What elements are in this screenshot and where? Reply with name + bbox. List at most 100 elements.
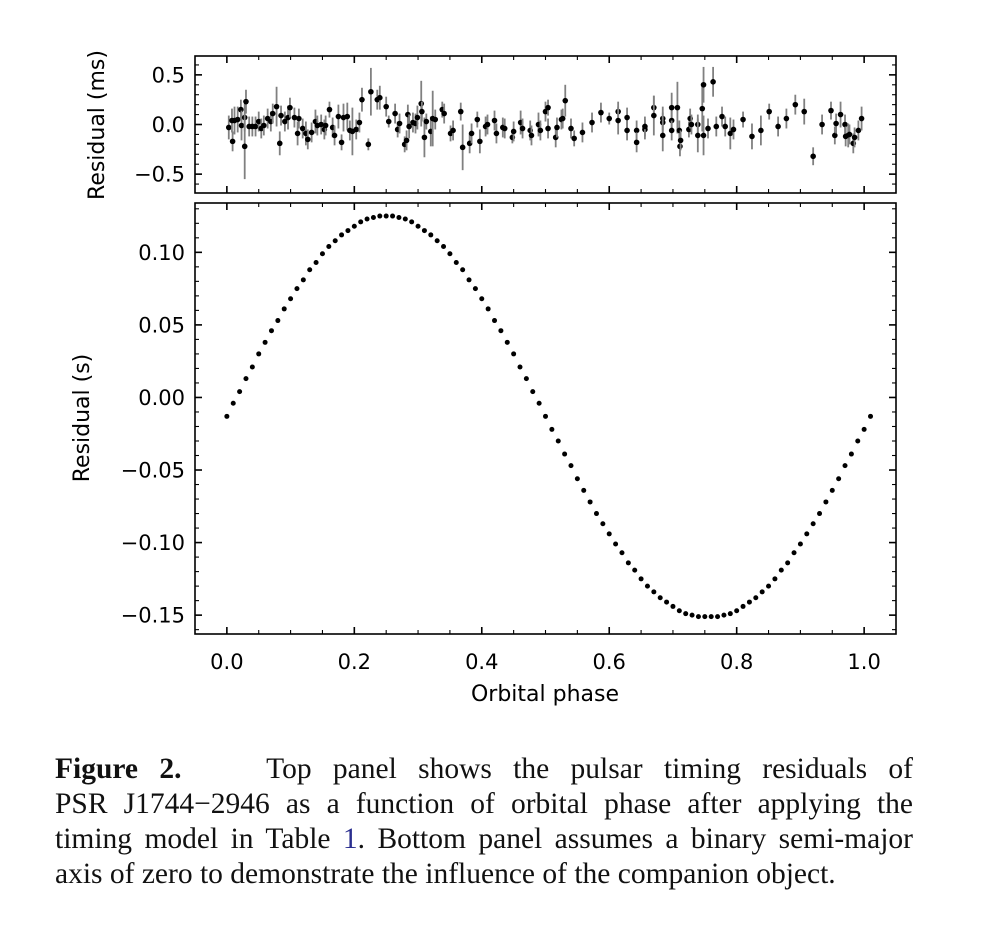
data-point [441, 110, 447, 117]
data-point [775, 123, 781, 130]
y-tick-label: 0.00 [138, 386, 185, 410]
data-point [504, 339, 510, 345]
data-point [237, 389, 243, 395]
data-point [855, 438, 861, 444]
data-point [801, 108, 808, 115]
data-point [549, 426, 555, 432]
data-point [644, 583, 650, 589]
data-point [766, 108, 772, 115]
caption-line-4: axis of zero to demonstrate the influenc… [55, 858, 836, 890]
data-point [727, 130, 734, 137]
data-point [740, 116, 746, 123]
data-point [851, 134, 858, 141]
data-point [460, 267, 466, 273]
data-point [715, 614, 721, 620]
y-tick-label: 0.05 [138, 313, 185, 337]
data-point [568, 125, 574, 132]
data-point [708, 614, 714, 620]
data-point [474, 116, 481, 123]
data-point [296, 115, 302, 122]
x-tick-label: 0.8 [720, 650, 753, 674]
data-point [598, 109, 604, 116]
bottom-panel: 0.10 0.05 0.00 −0.05 −0.10 −0.15 0.0 0.2 0.4 0.6 0… [121, 202, 897, 674]
data-point [377, 213, 383, 219]
data-point [758, 127, 764, 134]
data-point [414, 114, 421, 121]
xlabel: Orbital phase [471, 682, 619, 707]
data-point [498, 328, 504, 334]
data-point [689, 612, 695, 618]
data-point [804, 531, 810, 537]
data-point [477, 138, 483, 145]
data-point [651, 589, 657, 595]
data-point [651, 112, 657, 119]
data-point [589, 119, 595, 126]
data-point [338, 139, 345, 146]
data-point [230, 400, 236, 406]
data-point [817, 511, 823, 517]
data-point [759, 589, 765, 595]
data-point [528, 132, 535, 139]
data-point [453, 259, 459, 265]
data-point [710, 79, 716, 85]
data-point [722, 123, 729, 130]
data-point [287, 104, 293, 111]
data-point [276, 140, 283, 147]
data-point [536, 400, 542, 406]
data-point [766, 583, 772, 589]
data-point [677, 137, 684, 144]
data-point [356, 119, 363, 126]
data-point [421, 134, 428, 141]
data-point [243, 98, 249, 105]
data-point [727, 611, 733, 617]
data-point [519, 125, 526, 132]
data-point [562, 451, 568, 457]
caption-line-3: timing model in Table [55, 823, 343, 855]
y-tick-label: −0.05 [121, 459, 185, 483]
y-tick-label: 0.0 [152, 113, 185, 137]
data-point [434, 238, 440, 244]
data-point [783, 115, 790, 122]
data-point [281, 306, 287, 312]
caption-line-2: PSR J1744−2946 as a function of orbital … [55, 788, 913, 820]
axes-frame [194, 55, 897, 194]
data-point [335, 113, 342, 120]
data-point [252, 123, 259, 130]
data-point [224, 413, 230, 419]
data-point [699, 105, 706, 112]
table-link[interactable]: 1 [342, 823, 358, 855]
data-point [638, 576, 644, 582]
data-point [778, 567, 784, 573]
data-point [278, 112, 284, 119]
data-point [339, 232, 345, 238]
data-point [606, 115, 613, 122]
data-point [797, 541, 803, 547]
data-point [517, 364, 523, 370]
data-point [364, 216, 370, 222]
data-point [332, 238, 338, 244]
data-point [392, 110, 398, 117]
data-point [543, 413, 548, 419]
data-point [676, 608, 682, 614]
data-point [792, 101, 799, 108]
data-point [624, 127, 630, 134]
data-point [858, 115, 865, 122]
axes-frame [194, 202, 897, 635]
data-point [574, 476, 580, 482]
data-point [322, 122, 329, 129]
data-point [493, 130, 500, 137]
data-point [705, 125, 711, 132]
data-point [721, 612, 727, 618]
data-point [249, 364, 255, 370]
y-tick-label: −0.10 [121, 531, 185, 555]
data-point [785, 560, 791, 566]
data-point [403, 137, 410, 144]
y-tick-label: −0.15 [121, 604, 185, 628]
y-tick-label: 0.10 [138, 241, 185, 265]
data-point [668, 127, 675, 134]
data-point [810, 153, 816, 160]
x-tick-label: 0.6 [593, 650, 626, 674]
data-point [606, 531, 612, 537]
data-point [868, 413, 874, 419]
